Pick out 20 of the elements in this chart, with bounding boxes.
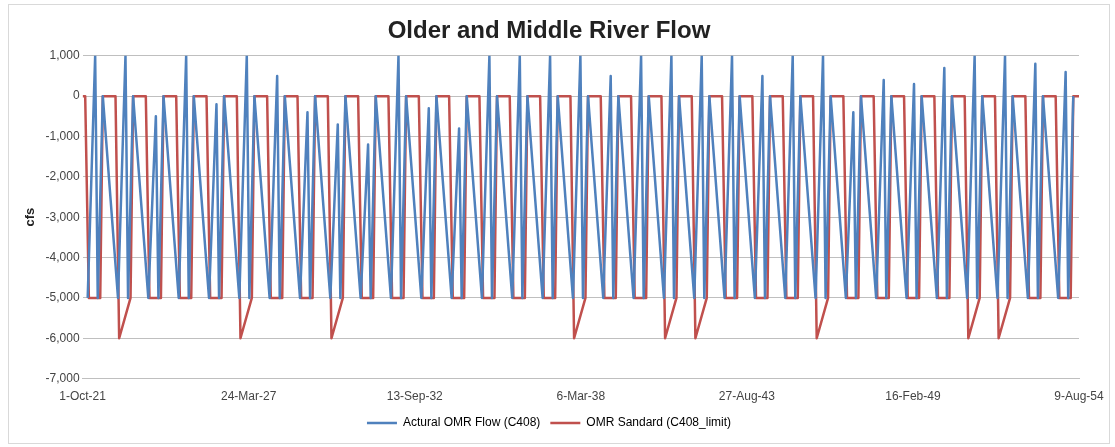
y-tick-label: -2,000 [45, 169, 80, 184]
x-tick-label: 24-Mar-27 [221, 389, 277, 404]
x-tick-label: 16-Feb-49 [885, 389, 941, 404]
y-tick-label: -1,000 [45, 128, 80, 143]
x-tick-label: 27-Aug-43 [718, 389, 776, 404]
legend-label: Actural OMR Flow (C408) [402, 415, 541, 430]
y-tick-label: -6,000 [45, 330, 80, 345]
y-tick-label: -3,000 [45, 209, 80, 224]
y-tick-label: -5,000 [45, 290, 80, 305]
legend-label: OMR Sandard (C408_limit) [586, 415, 732, 430]
y-tick-label: -7,000 [45, 370, 80, 385]
y-tick-label: 1,000 [49, 48, 80, 63]
x-tick-label: 1-Oct-21 [59, 389, 107, 404]
y-axis-title: cfs [22, 207, 38, 227]
x-tick-label: 6-Mar-38 [556, 389, 606, 404]
x-tick-label: 9-Aug-54 [1054, 389, 1104, 404]
y-tick-label: 0 [72, 88, 80, 103]
y-tick-label: -4,000 [45, 249, 80, 264]
chart-title: Older and Middle River Flow [387, 16, 711, 44]
x-tick-label: 13-Sep-32 [386, 389, 444, 404]
